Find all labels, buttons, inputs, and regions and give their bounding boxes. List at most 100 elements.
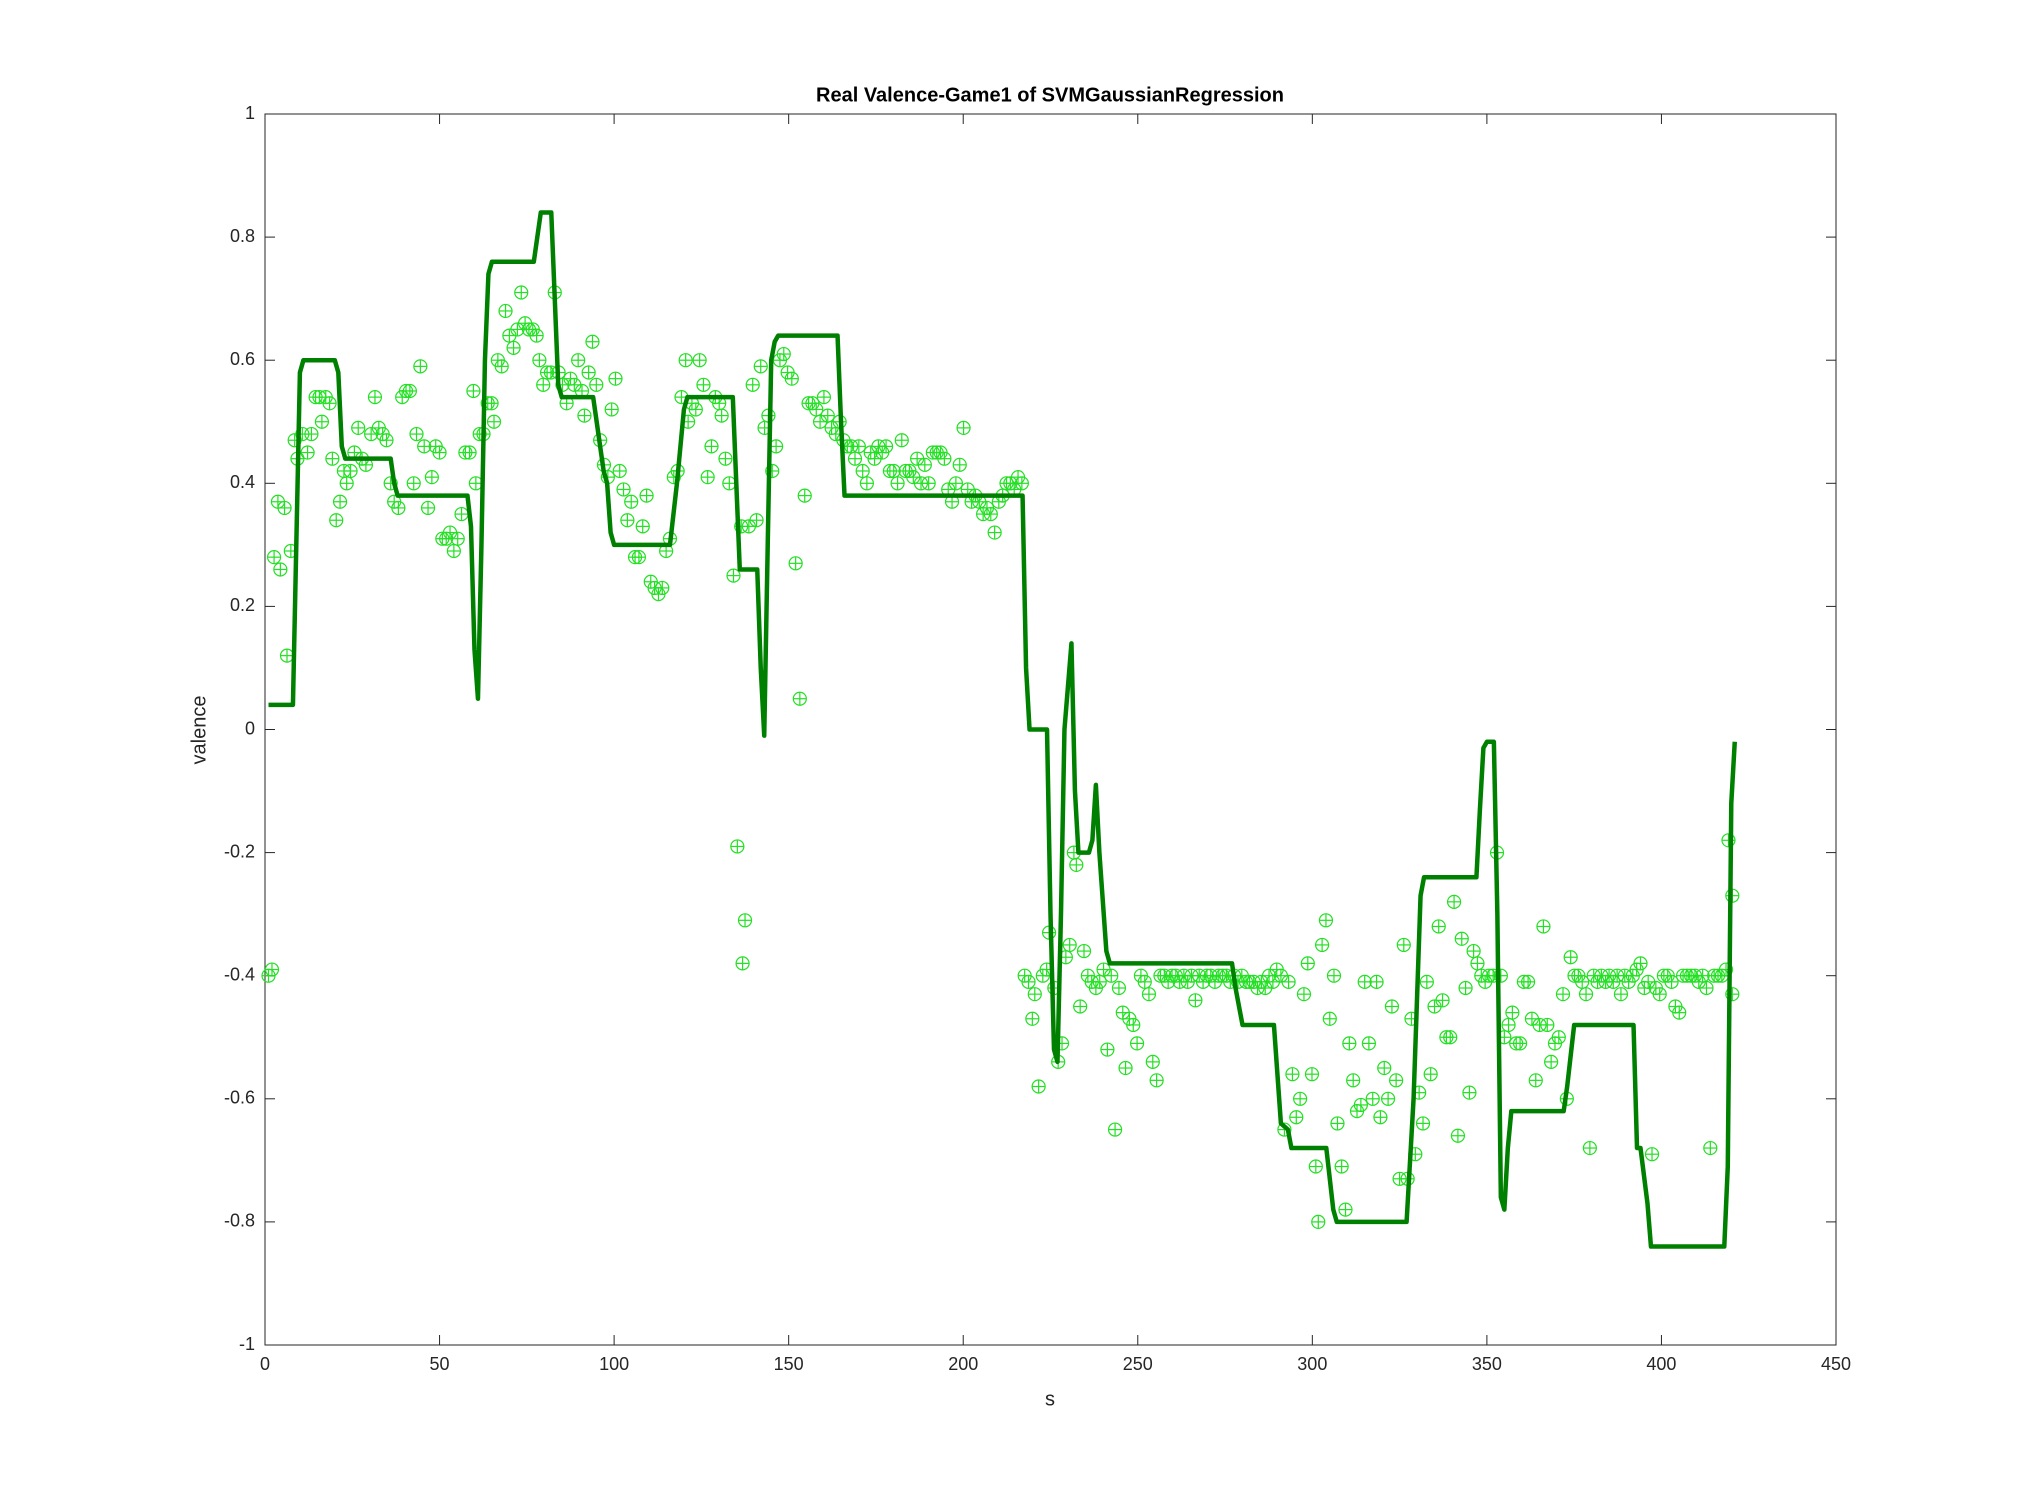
scatter-point (409, 426, 424, 442)
scatter-point (956, 420, 971, 436)
scatter-point (1353, 1097, 1368, 1113)
scatter-point (1377, 1060, 1392, 1076)
scatter-point (1435, 993, 1450, 1008)
scatter-point (424, 470, 439, 485)
scatter-point (1027, 987, 1042, 1002)
scatter-point (454, 506, 469, 522)
scatter-point (1311, 1214, 1326, 1230)
scatter-point (714, 408, 729, 423)
scatter-point (266, 550, 282, 565)
scatter-point (506, 340, 521, 355)
line-series (268, 210, 1738, 1249)
scatter-point (1338, 1202, 1353, 1217)
scatter-point (1501, 1017, 1516, 1033)
scatter-point (462, 445, 477, 460)
scatter-point (1021, 974, 1036, 989)
scatter-point (498, 303, 513, 319)
scatter-point (1544, 1054, 1559, 1069)
scatter-point (1289, 1110, 1304, 1125)
scatter-point (1555, 987, 1571, 1002)
scatter-point (851, 439, 866, 454)
scatter-point (952, 457, 967, 472)
scatter-point (1672, 1005, 1687, 1020)
scatter-point (1334, 1159, 1349, 1174)
scatter-point (859, 476, 874, 491)
scatter-point (1396, 937, 1411, 953)
scatter-point (730, 839, 745, 854)
scatter-point (1315, 937, 1330, 953)
scatter-point (486, 414, 502, 429)
scatter-point (304, 426, 319, 442)
scatter-point (718, 451, 733, 466)
scatter-point (921, 476, 936, 491)
scatter-point (529, 328, 544, 343)
scatter-point (1062, 937, 1077, 953)
scatter-point (379, 433, 394, 448)
scatter-point (1369, 974, 1384, 989)
scatter-point (1644, 1147, 1660, 1162)
scatter-point (329, 513, 344, 528)
scatter-point (890, 476, 905, 491)
scatter-point (878, 439, 894, 454)
y-tick-label: -0.4 (224, 964, 255, 984)
scatter-point (1443, 1030, 1458, 1045)
scatter-point (1104, 968, 1119, 983)
scatter-point (406, 476, 421, 491)
scatter-point (784, 371, 799, 386)
scatter-point (413, 359, 428, 374)
scatter-point (816, 390, 832, 405)
scatter-point (635, 519, 650, 534)
scatter-point (432, 445, 447, 460)
scatter-point (450, 531, 465, 546)
scatter-point (1111, 980, 1127, 996)
scatter-point (847, 451, 863, 466)
scatter-point (1446, 894, 1462, 909)
scatter-point (608, 371, 623, 386)
y-tick-label: 0.4 (230, 472, 255, 492)
y-tick-label: 0.6 (230, 349, 255, 369)
scatter-point (1330, 1116, 1345, 1131)
scatter-point (678, 353, 693, 368)
scatter-point (1293, 1091, 1308, 1106)
scatter-point (484, 396, 499, 411)
scatter-point (1118, 1060, 1133, 1076)
scatter-point (1365, 1091, 1380, 1106)
x-tick-label: 250 (1123, 1354, 1153, 1374)
y-axis-label: valence (188, 696, 210, 765)
scatter-point (620, 513, 635, 528)
scatter-point (1149, 1073, 1164, 1088)
scatter-point (1466, 943, 1481, 959)
axes-box (264, 113, 1837, 1346)
scatter-point (1389, 1073, 1404, 1088)
scatter-point (322, 396, 337, 411)
scatter-point (300, 445, 315, 460)
x-tick-label: 350 (1472, 1354, 1502, 1374)
scatter-point (1462, 1085, 1477, 1100)
scatter-point (1536, 919, 1551, 934)
scatter-point (1652, 987, 1667, 1002)
scatter-point (1126, 1017, 1141, 1033)
scatter-point (1431, 919, 1446, 934)
scatter-point (1423, 1067, 1438, 1082)
scatter-point (1373, 1110, 1388, 1125)
scatter-point (279, 648, 295, 663)
scatter-point (343, 463, 358, 479)
scatter-point (1551, 1030, 1566, 1045)
y-tick-label: 0.8 (230, 226, 255, 246)
scatter-point (1380, 1091, 1396, 1106)
scatter-point (700, 470, 715, 485)
scatter-point (1540, 1017, 1555, 1033)
scatter-point (494, 359, 509, 374)
scatter-point (1470, 956, 1485, 971)
scatter-point (655, 580, 670, 596)
scatter-point (616, 482, 631, 497)
scatter-point (604, 402, 619, 417)
scatter-point (589, 377, 604, 392)
scatter-point (987, 525, 1002, 540)
scatter-point (273, 562, 288, 577)
scatter-point (1613, 987, 1629, 1002)
scatter-point (1384, 999, 1400, 1014)
scatter-point (1454, 931, 1469, 946)
scatter-point (339, 476, 354, 491)
scatter-point (1721, 833, 1736, 848)
